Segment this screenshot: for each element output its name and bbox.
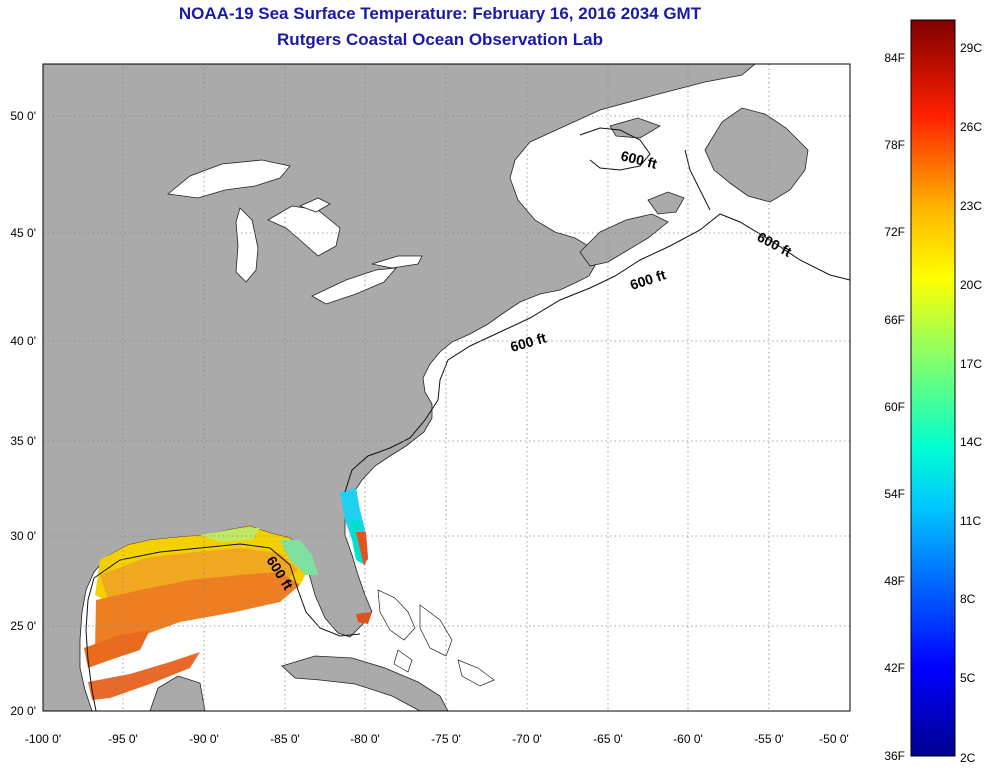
- longitude-label: -90 0': [189, 732, 219, 746]
- latitude-label: 20 0': [10, 704, 36, 718]
- longitude-label: -60 0': [673, 732, 703, 746]
- colorbar-label-c: 14C: [960, 435, 982, 449]
- colorbar-label-c: 23C: [960, 199, 982, 213]
- colorbar-label-f: 36F: [884, 749, 905, 763]
- colorbar-label-c: 5C: [960, 671, 976, 685]
- longitude-label: -100 0': [25, 732, 61, 746]
- latitude-label: 40 0': [10, 334, 36, 348]
- colorbar-label-f: 78F: [884, 138, 905, 152]
- colorbar-label-c: 11C: [960, 514, 981, 528]
- colorbar-label-c: 26C: [960, 120, 982, 134]
- longitude-axis: -100 0' -95 0' -90 0' -85 0' -80 0' -75 …: [25, 732, 849, 746]
- great-lakes: [167, 159, 423, 305]
- sst-swath: [84, 488, 372, 700]
- bahamas-banks: [377, 589, 495, 687]
- colorbar-celsius-labels: 29C 26C 23C 20C 17C 14C 11C 8C 5C 2C: [960, 41, 982, 765]
- cape-breton: [647, 191, 685, 215]
- newfoundland: [704, 107, 809, 203]
- latitude-axis: 50 0' 45 0' 40 0' 35 0' 30 0' 25 0' 20 0…: [10, 109, 36, 718]
- map-subtitle: Rutgers Coastal Ocean Observation Lab: [277, 30, 603, 49]
- colorbar-label-c: 2C: [960, 751, 976, 765]
- colorbar-label-f: 84F: [884, 51, 905, 65]
- colorbar-label-f: 66F: [884, 313, 905, 327]
- latitude-label: 35 0': [10, 434, 36, 448]
- nova-scotia: [579, 213, 669, 267]
- longitude-label: -50 0': [819, 732, 849, 746]
- longitude-label: -85 0': [270, 732, 300, 746]
- longitude-label: -95 0': [108, 732, 138, 746]
- longitude-label: -80 0': [350, 732, 380, 746]
- colorbar-label-f: 72F: [884, 225, 905, 239]
- yucatan: [149, 675, 206, 711]
- colorbar-label-f: 48F: [884, 574, 905, 588]
- map-title: NOAA-19 Sea Surface Temperature: Februar…: [178, 4, 702, 23]
- longitude-label: -75 0': [431, 732, 461, 746]
- colorbar-label-c: 29C: [960, 41, 982, 55]
- latitude-label: 50 0': [10, 109, 36, 123]
- map-frame: [42, 63, 851, 712]
- colorbar-label-f: 54F: [884, 487, 905, 501]
- anticosti-island: [609, 117, 661, 139]
- latitude-label: 30 0': [10, 529, 36, 543]
- longitude-label: -65 0': [593, 732, 623, 746]
- colorbar-label-c: 17C: [960, 357, 982, 371]
- colorbar-label-f: 60F: [884, 400, 905, 414]
- colorbar-fahrenheit-labels: 84F 78F 72F 66F 60F 54F 48F 42F 36F: [884, 51, 905, 763]
- colorbar: [910, 19, 956, 757]
- cuba: [281, 655, 449, 711]
- colorbar-label-c: 20C: [960, 278, 982, 292]
- latitude-label: 45 0': [10, 226, 36, 240]
- isobath-600ft: [85, 127, 850, 711]
- longitude-label: -70 0': [512, 732, 542, 746]
- latitude-label: 25 0': [10, 619, 36, 633]
- colorbar-label-c: 8C: [960, 592, 976, 606]
- longitude-label: -55 0': [754, 732, 784, 746]
- colorbar-label-f: 42F: [884, 661, 905, 675]
